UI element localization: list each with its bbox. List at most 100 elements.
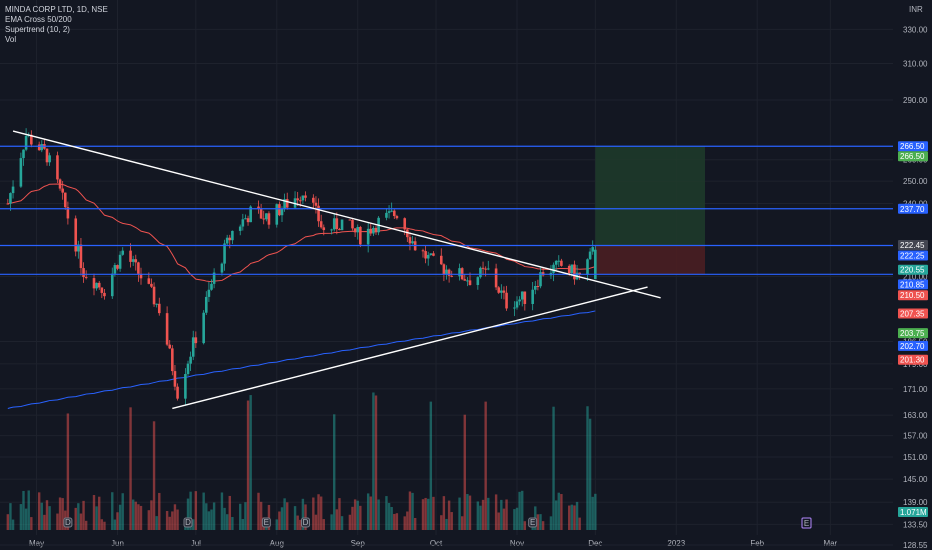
candle-body <box>204 296 208 313</box>
volume-bar <box>484 401 487 530</box>
y-tick-label: 145.00 <box>903 475 928 484</box>
volume-bar <box>387 502 391 530</box>
candle-body <box>479 267 482 278</box>
candle-body <box>24 135 28 150</box>
x-tick-label: Nov <box>510 539 524 548</box>
volume-bar <box>113 519 117 530</box>
volume-bar <box>77 503 80 530</box>
volume-bar <box>275 519 278 530</box>
candle-body <box>586 259 589 275</box>
candle-body <box>369 228 373 234</box>
candle-body <box>500 290 503 293</box>
candle-body <box>552 264 555 273</box>
volume-bar <box>319 496 323 530</box>
y-tick-label: 310.00 <box>903 60 928 69</box>
candle-body <box>92 278 96 289</box>
candle-body <box>484 268 487 270</box>
volume-bar <box>494 494 498 530</box>
candle-body <box>103 292 106 297</box>
candle-body <box>278 204 281 216</box>
price-tag-label: 1.071M <box>900 508 927 517</box>
candle-body <box>523 291 527 304</box>
y-tick-label: 330.00 <box>903 25 928 34</box>
candle-body <box>225 237 229 244</box>
candle-body <box>312 197 315 203</box>
event-marker-label: E <box>530 518 535 527</box>
x-tick-label: Feb <box>750 539 764 548</box>
volume-bar <box>171 511 174 530</box>
volume-bar <box>541 521 545 530</box>
volume-bar <box>168 516 171 530</box>
legend-volume[interactable]: Vol <box>5 35 17 44</box>
candle-body <box>366 228 370 245</box>
candle-body <box>40 144 44 151</box>
legend-supertrend[interactable]: Supertrend (10, 2) <box>5 25 70 34</box>
volume-bar <box>22 490 25 530</box>
volume-bar <box>560 494 563 530</box>
candle-body <box>223 243 226 264</box>
volume-bar <box>395 513 399 530</box>
volume-bar <box>335 509 339 530</box>
price-tag <box>898 340 928 351</box>
legend-ema-cross[interactable]: EMA Cross 50/200 <box>5 15 72 24</box>
candle-body <box>66 207 70 219</box>
volume-bar <box>95 506 98 530</box>
volume-bar <box>385 496 388 530</box>
candle-body <box>429 253 433 255</box>
volume-bar <box>487 497 490 530</box>
candle-body <box>424 251 427 259</box>
event-marker <box>183 517 193 528</box>
legend-symbol[interactable]: MINDA CORP LTD, 1D, NSE <box>5 5 108 14</box>
y-tick-label: 171.00 <box>903 385 928 394</box>
volume-bar <box>594 493 597 530</box>
candle-body <box>249 206 252 223</box>
candle-body <box>486 268 490 270</box>
candle-body <box>520 291 524 300</box>
candle-body <box>573 264 576 280</box>
volume-bar <box>56 513 59 530</box>
candle-body <box>9 193 12 204</box>
candle-body <box>157 303 161 314</box>
volume-bar <box>43 514 46 530</box>
candle-body <box>557 260 561 262</box>
candle-body <box>319 221 323 228</box>
volume-bar <box>257 492 260 530</box>
candle-body <box>184 374 187 399</box>
volume-bar <box>66 413 70 530</box>
volume-bar <box>192 519 195 530</box>
volume-bar <box>523 521 527 530</box>
y-tick-label: 157.00 <box>903 432 928 441</box>
price-tag-label: 266.50 <box>900 142 925 151</box>
price-tag <box>898 507 928 517</box>
volume-bar <box>432 496 435 530</box>
candle-body <box>131 259 135 262</box>
candle-body <box>171 348 174 372</box>
volume-bar <box>129 407 132 530</box>
candle-body <box>283 199 286 209</box>
candle-body <box>210 283 213 290</box>
candle-body <box>392 210 396 217</box>
ema-200-line <box>7 310 596 409</box>
candle-body <box>395 216 399 219</box>
candle-body <box>6 203 10 205</box>
trendline <box>172 286 648 410</box>
candle-body <box>186 363 190 375</box>
volume-bar <box>570 504 574 530</box>
event-marker-label: D <box>303 518 309 527</box>
candle-body <box>387 211 391 213</box>
volume-bar <box>241 519 245 530</box>
volume-bar <box>98 496 101 530</box>
candle-body <box>137 262 140 274</box>
volume-bar <box>165 510 169 530</box>
candle-body <box>322 227 326 231</box>
volume-bar <box>139 505 143 530</box>
event-marker-label: E <box>264 518 269 527</box>
candle-body <box>458 268 461 277</box>
candle-body <box>421 250 425 252</box>
candle-body <box>19 158 23 187</box>
volume-bar <box>317 494 320 530</box>
volume-bar <box>588 418 592 530</box>
volume-bar <box>131 499 135 530</box>
candle-body <box>280 208 284 216</box>
